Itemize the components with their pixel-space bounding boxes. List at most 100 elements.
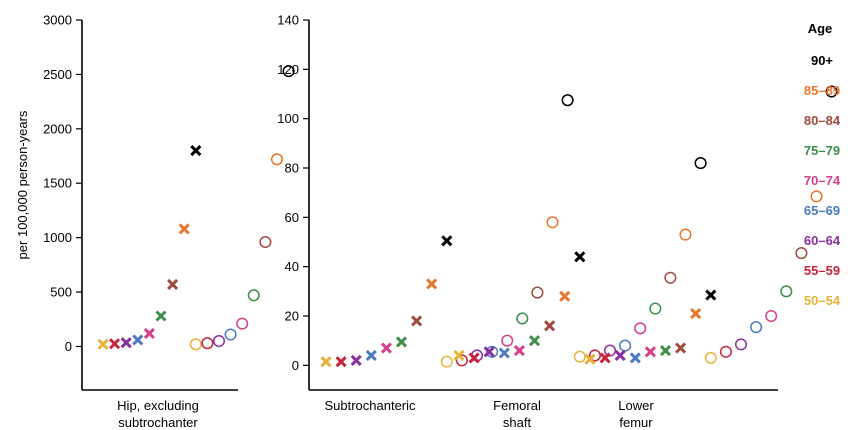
male-point-x <box>544 320 556 332</box>
legend-item: 80–84 <box>804 113 841 128</box>
group-label: subtrochanter <box>118 415 198 430</box>
y-tick-label: 40 <box>285 259 299 274</box>
y-tick-label: 60 <box>285 210 299 225</box>
male-point-x <box>690 307 702 320</box>
female-point-circle <box>224 328 237 341</box>
male-point-x <box>120 337 132 349</box>
y-tick-label: 140 <box>277 13 299 28</box>
female-point-circle <box>282 65 295 78</box>
female-point-circle <box>270 153 284 166</box>
male-point-x <box>574 251 586 263</box>
legend-item: 50–54 <box>804 293 841 308</box>
male-point-x <box>468 352 480 364</box>
male-point-x <box>109 338 121 350</box>
female-point-circle <box>212 334 226 348</box>
male-point-x <box>143 327 155 339</box>
male-point-x <box>167 278 179 291</box>
female-point-circle <box>750 321 763 334</box>
male-point-x <box>644 346 656 358</box>
group-label: Femoral <box>493 398 541 413</box>
panel-hip: 0 500 1000 1500 2000 2500 3000 per 100,000 pers… <box>15 13 295 430</box>
y-tick-label: 80 <box>285 161 299 176</box>
male-point-x <box>483 346 495 358</box>
female-point-circle <box>455 354 468 367</box>
female-point-circle <box>501 334 514 347</box>
y-tick-label: 3000 <box>43 13 72 28</box>
female-point-circle <box>694 157 707 170</box>
female-point-circle <box>573 350 586 363</box>
y-tick-label: 2000 <box>43 121 72 136</box>
female-point-circle <box>810 190 823 203</box>
group-label: shaft <box>503 415 532 430</box>
female-point-circle <box>531 286 544 299</box>
male-point-x <box>97 338 109 350</box>
legend-item: 70–74 <box>804 173 841 188</box>
female-point-circle <box>247 289 260 302</box>
male-point-x <box>350 354 362 366</box>
female-point-circle <box>588 349 601 362</box>
male-point-x <box>178 223 190 235</box>
legend-item: 65–69 <box>804 203 840 218</box>
female-point-circle <box>719 345 732 358</box>
male-point-x <box>584 353 596 365</box>
panel-other-fractures: 0 20 40 60 80 100 120 140 Subtrochanteric Femoral… <box>277 13 838 430</box>
female-point-circle <box>189 338 202 351</box>
group-label: Hip, excluding <box>117 398 199 413</box>
legend-item: 85–89 <box>804 83 840 98</box>
female-point-circle <box>546 216 559 229</box>
male-point-x <box>411 315 423 327</box>
male-point-x <box>155 310 167 322</box>
male-point-x <box>320 356 332 368</box>
y-tick-label: 500 <box>50 285 72 300</box>
male-point-x <box>614 349 626 362</box>
female-point-circle <box>634 322 647 335</box>
male-point-x <box>365 349 377 362</box>
female-point-circle <box>704 351 717 364</box>
female-point-circle <box>795 247 808 260</box>
female-point-circle <box>649 302 662 315</box>
legend-item: 55–59 <box>804 263 840 278</box>
female-point-circle <box>734 338 748 351</box>
male-point-x <box>453 349 465 362</box>
female-point-circle <box>516 312 529 325</box>
male-point-x <box>498 347 510 359</box>
y-tick-label: 120 <box>277 62 299 77</box>
group-label: femur <box>619 415 653 430</box>
female-point-circle <box>486 345 499 358</box>
y-tick-label: 100 <box>277 111 299 126</box>
legend-title: Age <box>808 21 833 36</box>
y-tick-label: 1000 <box>43 230 72 245</box>
y-tick-label: 0 <box>292 358 299 373</box>
male-point-x <box>190 145 202 157</box>
female-point-circle <box>561 94 574 107</box>
female-point-circle <box>259 235 272 249</box>
male-point-x <box>132 334 144 346</box>
age-legend: Age 90+ 85–89 80–84 75–79 70–74 65–69 60–64 55–… <box>804 21 841 308</box>
male-point-x <box>559 290 571 302</box>
legend-item: 75–79 <box>804 143 840 158</box>
male-point-x <box>675 342 687 354</box>
legend-item: 90+ <box>811 53 833 68</box>
female-point-circle <box>780 285 793 298</box>
y-tick-label: 20 <box>285 309 299 324</box>
male-point-x <box>513 344 525 357</box>
male-point-x <box>528 335 541 347</box>
y-tick-label: 0 <box>65 339 72 354</box>
male-point-x <box>395 336 408 348</box>
female-point-circle <box>236 317 249 330</box>
male-point-x <box>380 342 392 354</box>
female-point-circle <box>440 355 453 368</box>
female-point-circle <box>619 339 632 352</box>
y-tick-label: 1500 <box>43 176 72 191</box>
male-point-x <box>441 235 453 247</box>
group-label: Lower <box>618 398 654 413</box>
male-point-x <box>599 352 611 364</box>
female-point-circle <box>201 337 214 350</box>
male-point-x <box>426 278 438 290</box>
male-point-x <box>705 289 717 301</box>
group-label: Subtrochanteric <box>324 398 416 413</box>
male-point-x <box>629 352 641 364</box>
legend-item: 60–64 <box>804 233 841 248</box>
male-point-x <box>335 356 347 368</box>
